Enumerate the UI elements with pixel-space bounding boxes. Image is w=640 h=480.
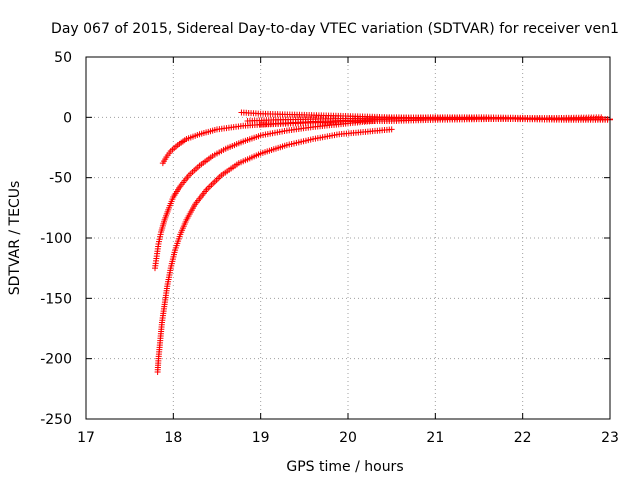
- data-point: [598, 114, 605, 121]
- y-axis-label: SDTVAR / TECUs: [7, 181, 23, 296]
- chart-title: Day 067 of 2015, Sidereal Day-to-day VTE…: [51, 21, 619, 37]
- plot-frame: [85, 56, 611, 420]
- x-tick-label: 21: [426, 430, 444, 446]
- y-tick-label: 0: [63, 110, 72, 126]
- y-tick-label: -50: [49, 171, 72, 187]
- x-tick-label: 19: [252, 430, 270, 446]
- series-2: [151, 117, 378, 272]
- x-tick-label: 17: [77, 430, 95, 446]
- data-point: [388, 126, 395, 133]
- y-tick-label: -100: [40, 231, 72, 247]
- data-marks: [151, 109, 613, 375]
- x-tick-label: 23: [601, 430, 619, 446]
- x-tick-label: 20: [339, 430, 357, 446]
- y-tick-label: -150: [40, 291, 72, 307]
- series-6: [257, 114, 605, 128]
- x-tick-label: 18: [164, 430, 182, 446]
- axis-ticks: 17 18 19 20 21 22 23 -250 -200 -150 -100 -50 0 50: [40, 50, 619, 446]
- x-axis-label: GPS time / hours: [286, 459, 403, 475]
- grid-lines: [86, 57, 610, 419]
- y-tick-label: -250: [40, 412, 72, 428]
- y-tick-label: 50: [54, 50, 72, 66]
- x-tick-label: 22: [514, 430, 532, 446]
- y-tick-label: -200: [40, 352, 72, 368]
- series-3: [154, 126, 395, 375]
